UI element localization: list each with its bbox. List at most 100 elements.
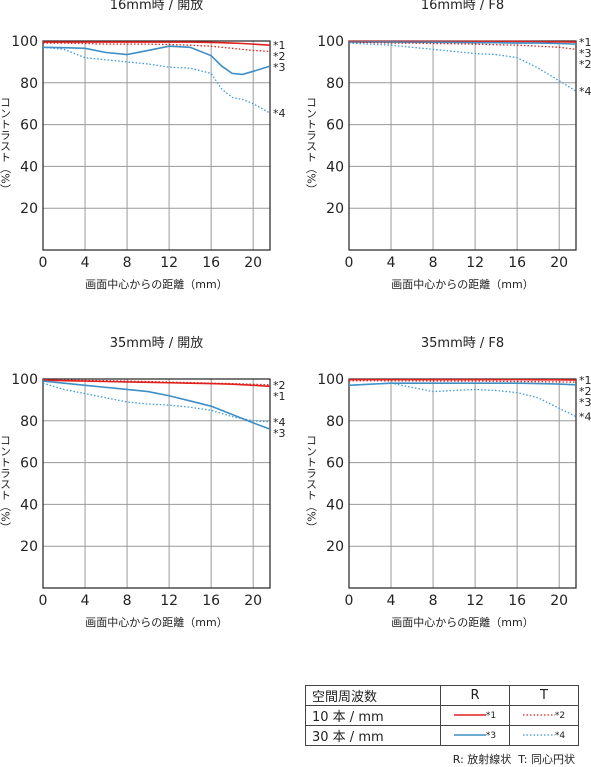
x-tick-label: 8 <box>429 593 438 609</box>
y-tick-label: 100 <box>317 372 344 388</box>
x-tick-label: 8 <box>123 255 132 271</box>
y-tick-label: 20 <box>20 201 38 217</box>
x-tick-label: 0 <box>39 593 48 609</box>
x-tick-label: 4 <box>387 255 396 271</box>
row-label: 30 本 / mm <box>306 726 441 746</box>
series-line <box>349 43 576 91</box>
legend-swatch <box>523 731 555 739</box>
legend-sample: *1 <box>441 706 510 726</box>
legend-swatch <box>454 711 486 719</box>
y-tick-label: 100 <box>317 34 344 50</box>
y-tick-label: 60 <box>20 118 38 134</box>
x-tick-label: 4 <box>81 593 90 609</box>
legend-sample: *3 <box>441 726 510 746</box>
y-tick-label: 80 <box>20 76 38 92</box>
y-tick-label: 60 <box>326 118 344 134</box>
x-tick-label: 0 <box>345 255 354 271</box>
legend-key: *2 <box>555 711 565 721</box>
series-line <box>43 42 270 45</box>
charts: 16mm時 / 開放コントラスト（%）画面中心からの距離（mm）20406080… <box>0 0 591 680</box>
y-axis-label: コントラスト（%） <box>0 434 12 532</box>
x-axis-label: 画面中心からの距離（mm） <box>391 615 533 629</box>
series-end-label: *4 <box>579 411 591 424</box>
x-tick-label: 16 <box>202 593 220 609</box>
series-line <box>43 47 270 113</box>
y-tick-label: 80 <box>326 414 344 430</box>
x-tick-label: 0 <box>39 255 48 271</box>
y-tick-label: 20 <box>20 539 38 555</box>
y-tick-label: 60 <box>20 456 38 472</box>
x-tick-label: 12 <box>160 255 178 271</box>
x-axis-label: 画面中心からの距離（mm） <box>85 277 227 291</box>
series-end-label: *3 <box>579 396 591 409</box>
x-tick-label: 12 <box>160 593 178 609</box>
legend-row: 10 本 / mm *1 *2 <box>306 706 579 726</box>
x-tick-label: 20 <box>244 255 262 271</box>
chart-title: 35mm時 / F8 <box>421 336 504 351</box>
y-tick-label: 20 <box>326 539 344 555</box>
y-tick-label: 80 <box>326 76 344 92</box>
header-cell: 空間周波数 <box>306 686 441 706</box>
legend-key: *1 <box>486 711 496 721</box>
series-line <box>349 381 576 382</box>
x-tick-label: 12 <box>466 593 484 609</box>
legend-row: 30 本 / mm *3 *4 <box>306 726 579 746</box>
plot-frame <box>43 41 270 250</box>
x-tick-label: 8 <box>123 593 132 609</box>
y-tick-label: 40 <box>326 497 344 513</box>
x-axis-label: 画面中心からの距離（mm） <box>85 615 227 629</box>
y-tick-label: 100 <box>11 372 38 388</box>
y-tick-label: 40 <box>20 159 38 175</box>
y-axis-label: コントラスト（%） <box>305 434 318 532</box>
plot-frame <box>43 379 270 588</box>
legend-key: *4 <box>555 731 565 741</box>
x-tick-label: 16 <box>202 255 220 271</box>
legend-sample: *2 <box>510 706 579 726</box>
x-tick-label: 16 <box>508 593 526 609</box>
x-tick-label: 4 <box>387 593 396 609</box>
series-end-label: *3 <box>273 61 286 74</box>
series-end-label: *1 <box>273 390 286 403</box>
legend-table: 空間周波数 R T 10 本 / mm *1 *2 30 本 / mm *3 *… <box>305 685 579 746</box>
y-tick-label: 80 <box>20 414 38 430</box>
legend-sample: *4 <box>510 726 579 746</box>
chart-title: 16mm時 / 開放 <box>110 0 204 13</box>
series-line <box>43 46 270 74</box>
x-tick-label: 12 <box>466 255 484 271</box>
series-end-label: *4 <box>273 107 286 120</box>
row-label: 10 本 / mm <box>306 706 441 726</box>
legend-swatch <box>454 731 486 739</box>
chart-title: 35mm時 / 開放 <box>110 336 204 351</box>
series-line <box>349 383 576 416</box>
legend-header: 空間周波数 R T <box>306 686 579 706</box>
y-tick-label: 60 <box>326 456 344 472</box>
plot-frame <box>349 41 576 250</box>
plot-frame <box>349 379 576 588</box>
y-axis-label: コントラスト（%） <box>0 96 12 194</box>
header-cell: T <box>510 686 579 706</box>
x-tick-label: 20 <box>244 593 262 609</box>
y-tick-label: 20 <box>326 201 344 217</box>
series-line <box>349 383 576 385</box>
series-end-label: *3 <box>273 427 286 440</box>
series-end-label: *4 <box>579 85 591 98</box>
x-tick-label: 16 <box>508 255 526 271</box>
legend-key: *3 <box>486 731 496 741</box>
x-tick-label: 0 <box>345 593 354 609</box>
y-tick-label: 100 <box>11 34 38 50</box>
footnote: R: 放射線状 T: 同心円状 <box>453 751 575 767</box>
legend-swatch <box>523 711 555 719</box>
header-cell: R <box>441 686 510 706</box>
y-axis-label: コントラスト（%） <box>305 96 318 194</box>
x-tick-label: 20 <box>550 593 568 609</box>
x-tick-label: 8 <box>429 255 438 271</box>
chart-title: 16mm時 / F8 <box>421 0 504 13</box>
series-line <box>43 43 270 51</box>
series-end-label: *2 <box>579 58 591 71</box>
y-tick-label: 40 <box>326 159 344 175</box>
x-axis-label: 画面中心からの距離（mm） <box>391 277 533 291</box>
x-tick-label: 4 <box>81 255 90 271</box>
y-tick-label: 40 <box>20 497 38 513</box>
x-tick-label: 20 <box>550 255 568 271</box>
